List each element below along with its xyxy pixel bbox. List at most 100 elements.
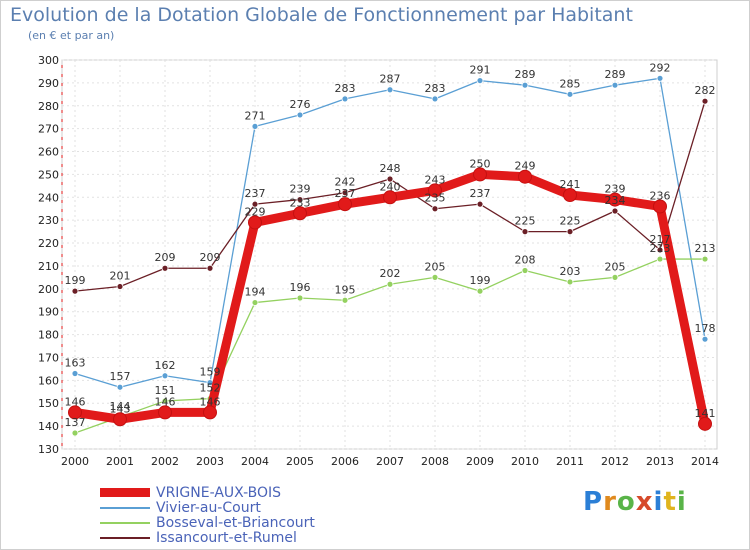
data-label: 205 bbox=[425, 260, 446, 273]
data-point bbox=[701, 335, 709, 343]
data-point bbox=[386, 175, 394, 183]
legend-swatch-vrigne bbox=[100, 488, 150, 497]
legend-swatch-vivier bbox=[100, 506, 150, 509]
data-label: 249 bbox=[515, 160, 536, 173]
data-label: 203 bbox=[560, 265, 581, 278]
data-label: 233 bbox=[290, 196, 311, 209]
data-point bbox=[521, 81, 529, 89]
data-point bbox=[251, 122, 259, 130]
data-label: 162 bbox=[155, 359, 176, 372]
data-label: 282 bbox=[695, 84, 716, 97]
data-point bbox=[341, 189, 349, 197]
data-point bbox=[566, 278, 574, 286]
data-point bbox=[518, 169, 532, 184]
data-label: 248 bbox=[380, 162, 401, 175]
data-label: 243 bbox=[425, 173, 446, 186]
data-label: 239 bbox=[290, 183, 311, 196]
data-label: 276 bbox=[290, 98, 311, 111]
data-point bbox=[248, 215, 262, 230]
data-label: 143 bbox=[110, 402, 131, 415]
data-point bbox=[203, 405, 217, 420]
y-tick-label: 140 bbox=[38, 420, 59, 433]
data-label: 236 bbox=[650, 189, 671, 202]
data-label: 152 bbox=[200, 382, 221, 395]
data-point bbox=[296, 111, 304, 119]
data-point bbox=[296, 196, 304, 203]
data-point bbox=[71, 287, 79, 295]
data-point bbox=[521, 267, 529, 274]
y-tick-label: 230 bbox=[38, 214, 59, 227]
legend-item: VRIGNE-AUX-BOIS bbox=[100, 485, 315, 501]
data-point bbox=[251, 299, 259, 306]
legend-label: Issancourt-et-Rumel bbox=[156, 529, 297, 546]
x-tick-label: 2000 bbox=[61, 455, 89, 468]
legend-swatch-bosseval bbox=[100, 521, 150, 524]
data-label: 137 bbox=[65, 416, 86, 429]
legend-item: Vivier-au-Court bbox=[100, 499, 315, 516]
data-label: 239 bbox=[605, 183, 626, 196]
x-tick-label: 2014 bbox=[691, 455, 719, 468]
y-tick-label: 190 bbox=[38, 306, 59, 319]
data-point bbox=[386, 280, 394, 288]
legend-label: Vivier-au-Court bbox=[156, 499, 261, 516]
data-point bbox=[161, 397, 169, 405]
data-label: 146 bbox=[155, 395, 176, 408]
data-point bbox=[383, 190, 397, 205]
y-tick-label: 150 bbox=[38, 397, 59, 410]
data-label: 202 bbox=[380, 267, 401, 280]
data-point bbox=[701, 97, 709, 105]
data-point bbox=[608, 192, 622, 207]
data-point bbox=[341, 95, 349, 103]
data-label: 241 bbox=[560, 178, 581, 191]
data-label: 144 bbox=[110, 400, 131, 413]
data-label: 250 bbox=[470, 157, 491, 170]
data-label: 237 bbox=[470, 187, 491, 200]
y-tick-label: 260 bbox=[38, 146, 59, 159]
data-point bbox=[473, 167, 487, 182]
data-label: 208 bbox=[515, 254, 536, 267]
data-point bbox=[521, 228, 529, 236]
data-label: 209 bbox=[200, 251, 221, 264]
data-label: 151 bbox=[155, 384, 176, 397]
data-point bbox=[158, 405, 172, 420]
data-point bbox=[113, 412, 127, 427]
data-label: 196 bbox=[290, 281, 311, 294]
legend: VRIGNE-AUX-BOIS Vivier-au-Court Bosseval… bbox=[100, 485, 315, 546]
data-point bbox=[251, 200, 259, 208]
y-tick-label: 170 bbox=[38, 351, 59, 364]
legend-item: Issancourt-et-Rumel bbox=[100, 529, 315, 546]
data-label: 213 bbox=[650, 242, 671, 255]
x-tick-label: 2006 bbox=[331, 455, 359, 468]
data-label: 141 bbox=[695, 407, 716, 420]
y-tick-label: 200 bbox=[38, 283, 59, 296]
legend-label: Bosseval-et-Briancourt bbox=[156, 514, 315, 531]
data-label: 213 bbox=[695, 242, 716, 255]
y-tick-label: 220 bbox=[38, 237, 59, 250]
x-tick-label: 2012 bbox=[601, 455, 629, 468]
data-label: 146 bbox=[65, 395, 86, 408]
data-point bbox=[611, 273, 619, 281]
data-label: 240 bbox=[380, 180, 401, 193]
y-tick-label: 180 bbox=[38, 329, 59, 342]
x-tick-label: 2011 bbox=[556, 455, 584, 468]
data-label: 235 bbox=[425, 192, 446, 205]
data-label: 271 bbox=[245, 109, 266, 122]
data-point bbox=[71, 370, 79, 377]
data-point bbox=[476, 200, 484, 208]
data-label: 199 bbox=[65, 274, 86, 287]
data-label: 225 bbox=[515, 215, 536, 228]
data-label: 199 bbox=[470, 274, 491, 287]
data-point bbox=[71, 429, 79, 437]
data-point bbox=[206, 264, 214, 272]
y-tick-label: 290 bbox=[38, 77, 59, 90]
data-label: 209 bbox=[155, 251, 176, 264]
data-label: 163 bbox=[65, 356, 86, 369]
data-point bbox=[161, 264, 169, 272]
legend-item: Bosseval-et-Briancourt bbox=[100, 514, 315, 531]
data-label: 291 bbox=[470, 64, 491, 77]
data-point bbox=[293, 206, 307, 221]
data-label: 287 bbox=[380, 73, 401, 86]
data-point bbox=[566, 90, 574, 98]
data-point bbox=[563, 188, 577, 203]
